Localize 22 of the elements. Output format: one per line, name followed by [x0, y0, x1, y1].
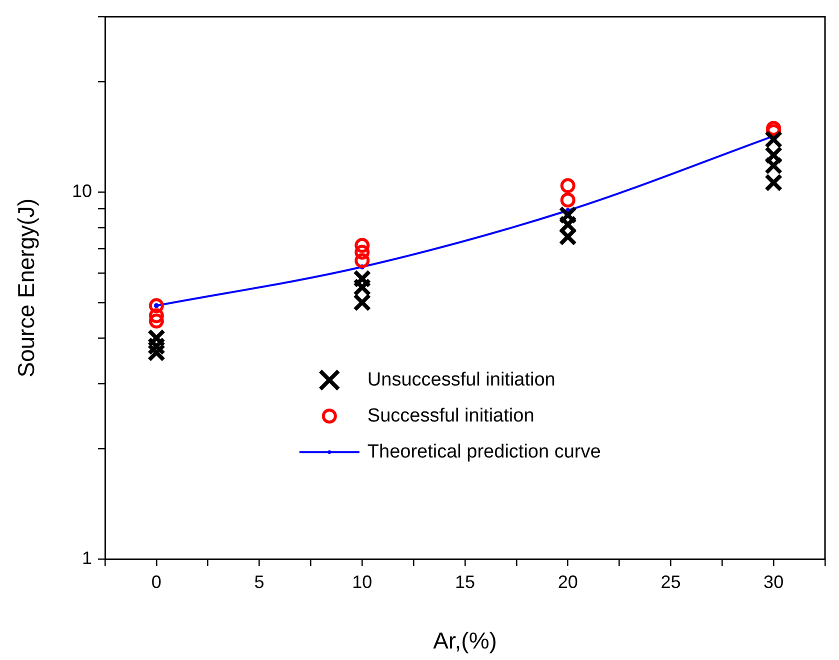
x-axis-title: Ar,(%) — [433, 628, 497, 654]
point — [560, 192, 576, 208]
x-tick-label: 30 — [764, 572, 784, 592]
legend-label: Successful initiation — [367, 405, 534, 426]
legend-label: Unsuccessful initiation — [367, 369, 556, 390]
x-tick-label: 0 — [151, 572, 162, 592]
point — [354, 244, 370, 260]
point — [354, 238, 370, 253]
point — [148, 298, 164, 314]
x-tick-label: 15 — [454, 572, 476, 592]
x-tick-label: 25 — [660, 572, 681, 592]
point — [148, 314, 164, 329]
legend-label: Theoretical prediction curve — [367, 441, 601, 462]
x-tick-label: 10 — [352, 572, 372, 592]
y-axis-title: Source Energy(J) — [13, 198, 40, 378]
point — [560, 178, 576, 194]
x-tick-label: 5 — [254, 572, 264, 592]
x-tick-label: 20 — [558, 572, 578, 592]
point — [766, 120, 782, 136]
y-tick-label: 1 — [82, 548, 92, 568]
point — [354, 253, 370, 268]
point — [148, 308, 164, 324]
